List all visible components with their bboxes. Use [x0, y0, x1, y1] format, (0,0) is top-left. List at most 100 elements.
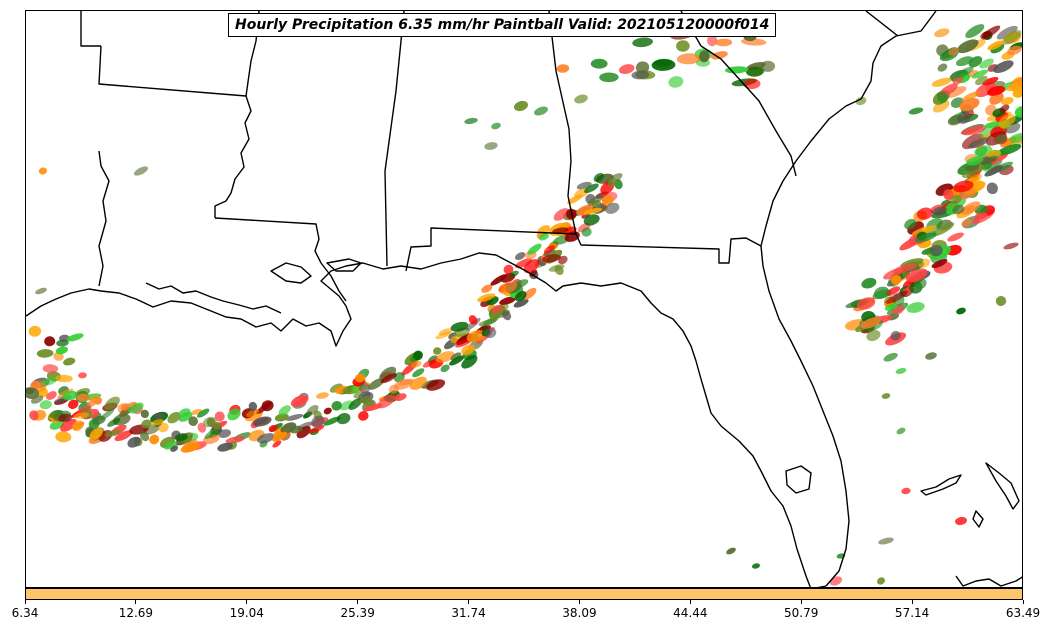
precip-paintball — [55, 374, 73, 383]
colorbar-tick-label: 12.69 — [118, 606, 154, 620]
precip-paintball — [635, 61, 650, 74]
precip-paintball — [974, 212, 988, 220]
precip-paintball — [914, 232, 937, 243]
precip-paintball — [76, 393, 90, 402]
precip-paintball — [449, 355, 465, 366]
colorbar-tick-mark — [911, 600, 913, 604]
precip-paintball — [274, 413, 289, 422]
precip-paintball — [261, 400, 274, 412]
precip-paintball — [937, 63, 948, 72]
precip-paintball — [68, 399, 79, 409]
precip-paintball — [114, 430, 133, 442]
precip-paintball — [948, 47, 959, 56]
precip-paintball — [513, 100, 529, 112]
precip-paintball — [618, 64, 635, 75]
precip-paintball — [1001, 30, 1022, 45]
colorbar-tick-mark — [357, 600, 359, 604]
precip-paintball — [676, 40, 690, 52]
precip-paintball — [891, 275, 902, 285]
precip-paintball — [42, 364, 59, 374]
precip-paintball — [965, 164, 979, 172]
precip-paintball — [971, 69, 989, 79]
precip-paintball — [252, 416, 272, 427]
precip-paintball — [409, 376, 427, 390]
precip-paintball — [961, 125, 986, 136]
precip-paintball — [141, 419, 152, 429]
precip-paintball — [218, 429, 231, 438]
precip-paintball — [217, 442, 233, 452]
precip-paintball — [957, 111, 971, 124]
state-border-ga-fl — [575, 233, 762, 264]
precip-paintball — [170, 445, 179, 452]
precip-paintball — [29, 410, 39, 421]
precip-paintball — [107, 417, 121, 427]
precip-paintball — [743, 78, 761, 90]
precip-paintball — [587, 194, 604, 206]
precip-paintball — [583, 207, 603, 215]
precip-paintball — [994, 134, 1007, 144]
precip-paintball — [88, 418, 100, 430]
precip-paintball — [450, 352, 462, 361]
precip-paintball — [466, 330, 486, 343]
precip-paintball — [127, 436, 141, 448]
precip-paintball — [308, 425, 325, 434]
precip-paintball — [272, 431, 288, 442]
precip-paintball — [481, 284, 493, 293]
precip-paintball — [490, 274, 507, 286]
precip-paintball — [553, 208, 569, 221]
cuba-coast — [955, 575, 1022, 587]
precip-paintball — [534, 106, 548, 116]
precip-paintball — [901, 487, 911, 495]
precip-paintball — [855, 96, 867, 106]
precip-paintball — [706, 35, 718, 47]
precip-paintball — [895, 368, 907, 374]
precip-paintball — [724, 66, 749, 74]
precip-paintball — [1003, 242, 1019, 250]
precip-paintball — [993, 60, 1014, 73]
precip-paintball — [139, 430, 150, 442]
precip-paintball — [248, 401, 258, 412]
precip-paintball — [60, 418, 77, 432]
precip-paintball — [931, 258, 948, 269]
precip-paintball — [323, 416, 341, 426]
precip-paintball — [268, 424, 278, 433]
precip-paintball — [1006, 80, 1022, 92]
precip-paintball — [316, 392, 329, 399]
precip-paintball — [905, 268, 928, 283]
precip-paintball — [943, 189, 954, 201]
precip-paintball — [72, 420, 84, 432]
precip-paintball — [272, 440, 282, 448]
precip-paintball — [980, 155, 998, 165]
precip-paintball — [26, 387, 39, 400]
precip-paintball — [538, 233, 550, 241]
colorbar-tick-mark — [24, 600, 26, 604]
precip-paintball — [128, 402, 144, 414]
colorbar-tick-label: 50.79 — [784, 606, 819, 620]
precip-paintball — [584, 183, 599, 194]
precip-paintball — [36, 349, 54, 358]
state-border-la-ms — [214, 217, 322, 264]
precip-paintball — [178, 408, 191, 417]
precip-paintball — [359, 382, 371, 394]
precip-paintball — [63, 357, 76, 366]
precip-paintball — [699, 50, 710, 63]
precip-paintball — [323, 407, 332, 415]
state-border-al-ga — [548, 11, 577, 235]
precip-paintball — [149, 434, 160, 445]
precip-paintball — [955, 516, 967, 526]
la-delta — [270, 262, 312, 284]
colorbar-tick-mark — [468, 600, 470, 604]
state-border-mississippi-river — [214, 95, 252, 218]
precip-paintball — [583, 214, 600, 226]
precip-paintball — [500, 280, 518, 294]
precip-paintball — [359, 396, 372, 404]
bahamas-island-a — [920, 474, 962, 496]
precip-paintball — [523, 259, 540, 274]
precip-paintball — [140, 409, 149, 419]
precip-paintball — [982, 77, 999, 86]
precip-paintball — [726, 547, 736, 555]
precip-paintball — [440, 364, 450, 373]
precip-paintball — [590, 58, 608, 69]
colorbar-tick-mark — [578, 600, 580, 604]
precip-paintball — [885, 286, 901, 297]
